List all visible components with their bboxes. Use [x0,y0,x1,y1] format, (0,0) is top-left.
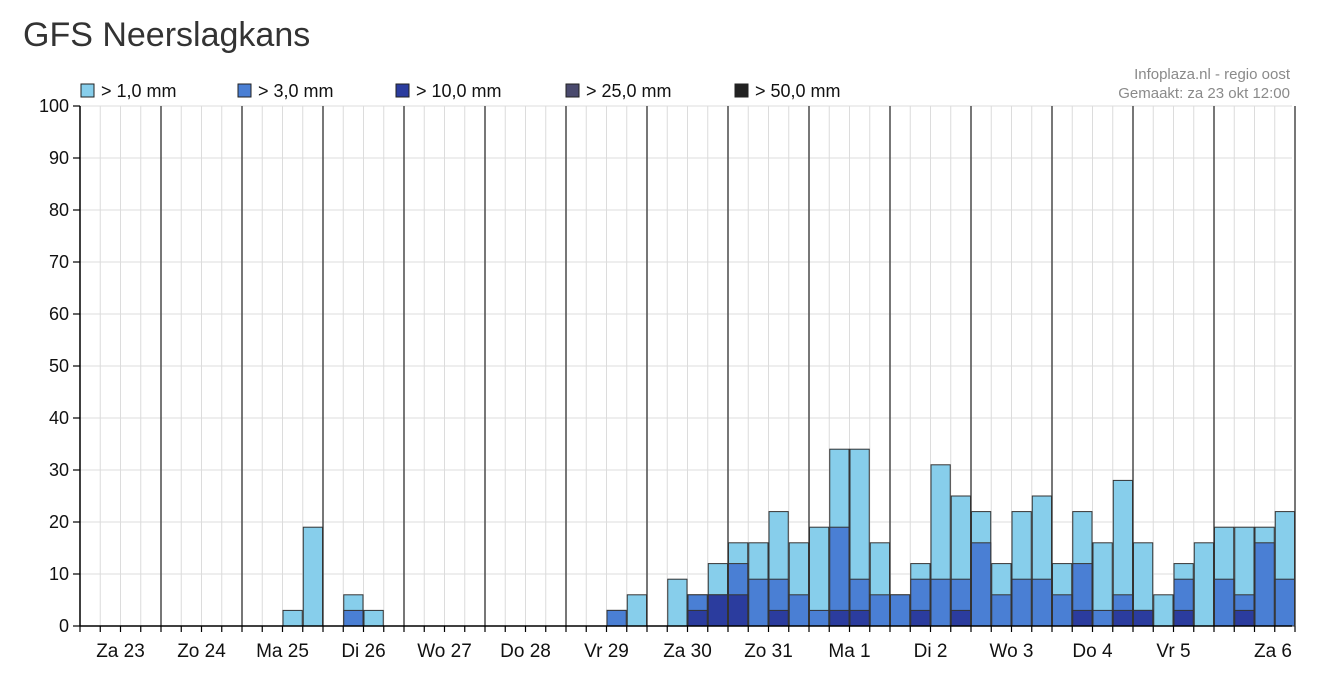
y-tick-label: 10 [49,564,69,584]
x-tick-label: Vr 5 [1156,641,1190,662]
bar-2-47 [1031,578,1052,627]
bar-2-58 [1254,542,1275,627]
bar-2-59 [1274,578,1295,627]
x-tick-label: Do 4 [1072,641,1113,662]
bar-3-49 [1072,609,1093,627]
bar-3-41 [910,609,931,627]
bar-2-50 [1092,609,1113,627]
source-timestamp: Gemaakt: za 23 okt 12:00 [1118,85,1290,102]
bar-2-35 [788,594,809,627]
y-tick-label: 20 [49,512,69,532]
y-tick-label: 50 [49,356,69,376]
x-tick-label: Di 26 [341,641,385,662]
bar-2-33 [748,578,769,627]
y-tick-label: 30 [49,460,69,480]
bar-2-39 [869,594,890,627]
x-tick-label: Za 30 [663,641,712,662]
bar-2-36 [809,609,830,627]
chart-grid [79,105,1296,627]
bar-1-55 [1193,542,1214,627]
chart-legend: > 1,0 mm > 3,0 mm > 10,0 mm > 25,0 mm > 50,0… [80,81,841,101]
legend-label-1: > 1,0 mm [101,81,177,101]
x-tick-label: Zo 31 [744,641,793,662]
y-tick-label: 0 [59,616,69,636]
bar-3-32 [728,594,749,627]
bar-1-10 [282,609,303,627]
bar-3-51 [1112,609,1133,627]
legend-swatch-5 [734,83,749,98]
bar-3-37 [829,609,850,627]
legend-label-3: > 10,0 mm [416,81,502,101]
x-tick-label: Wo 27 [417,641,472,662]
bar-1-11 [302,526,323,627]
legend-label-4: > 25,0 mm [586,81,672,101]
bar-2-26 [606,609,627,627]
bar-1-27 [626,594,647,627]
y-tick-label: 80 [49,200,69,220]
bar-2-45 [991,594,1012,627]
legend-swatch-2 [237,83,252,98]
bar-2-42 [930,578,951,627]
bar-2-13 [343,609,364,627]
bar-3-38 [849,609,870,627]
bar-3-57 [1234,609,1255,627]
x-tick-label: Za 6 [1254,641,1292,662]
y-tick-label: 100 [39,96,69,116]
legend-swatch-3 [395,83,410,98]
bar-3-34 [768,609,789,627]
bar-1-14 [363,609,384,627]
x-tick-label: Ma 25 [256,641,309,662]
bar-2-46 [1011,578,1032,627]
legend-label-2: > 3,0 mm [258,81,334,101]
page-title: GFS Neerslagkans [23,16,311,54]
x-tick-label: Vr 29 [584,641,629,662]
y-tick-label: 60 [49,304,69,324]
bar-1-29 [667,578,688,627]
y-tick-label: 40 [49,408,69,428]
x-tick-label: Ma 1 [828,641,870,662]
y-tick-label: 70 [49,252,69,272]
x-tick-label: Za 23 [96,641,145,662]
x-tick-label: Wo 3 [989,641,1033,662]
bar-2-48 [1052,594,1073,627]
bar-3-54 [1173,609,1194,627]
bar-3-52 [1133,609,1154,627]
bar-3-30 [687,609,708,627]
x-tick-label: Di 2 [914,641,948,662]
legend-label-5: > 50,0 mm [755,81,841,101]
chart-axes: 0 10 20 30 40 50 60 70 80 90 100 Za 23 Zo 24 Ma 25 Di … [39,96,1296,662]
bar-2-56 [1214,578,1235,627]
source-credit: Infoplaza.nl - regio oost [1134,66,1291,83]
x-tick-label: Zo 24 [177,641,226,662]
legend-swatch-4 [565,83,580,98]
bar-2-44 [971,542,992,627]
x-tick-label: Do 28 [500,641,551,662]
bar-3-43 [950,609,971,627]
bar-2-40 [890,594,911,627]
bar-3-31 [707,594,728,627]
bar-1-53 [1153,594,1174,627]
y-tick-label: 90 [49,148,69,168]
legend-swatch-1 [80,83,95,98]
